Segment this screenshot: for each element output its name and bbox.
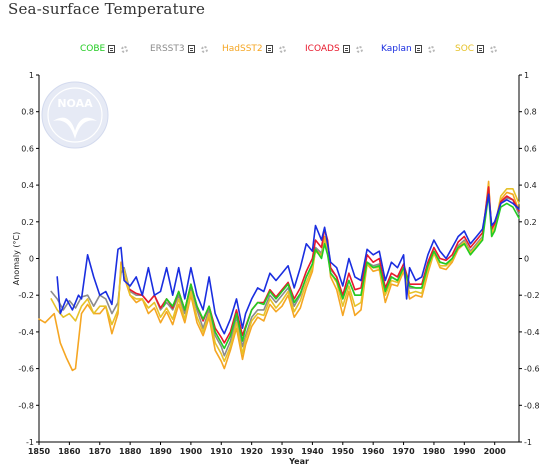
gear-icon[interactable] [427, 45, 435, 53]
y-axis-title: Anomaly (°C) [12, 232, 21, 285]
y-tick-label: 1 [29, 71, 34, 80]
y-tick-label: -0.2 [18, 291, 34, 300]
gear-icon[interactable] [355, 45, 363, 53]
y-tick-label-right: 0.2 [524, 218, 537, 227]
legend-label: SOC [455, 44, 475, 54]
legend-label: Kaplan [381, 44, 412, 54]
x-tick-label: 2000 [484, 447, 507, 456]
noaa-watermark-text: NOAA [57, 97, 93, 110]
y-tick-label: 0 [29, 255, 34, 264]
x-tick-label: 1920 [241, 447, 264, 456]
y-tick-label: 0.6 [21, 144, 34, 153]
x-tick-label: 1880 [119, 447, 142, 456]
gear-icon[interactable] [278, 45, 286, 53]
legend-item-soc[interactable]: SOC [455, 44, 498, 54]
y-tick-label-right: 0.6 [524, 144, 537, 153]
y-tick-label: -0.6 [18, 365, 34, 374]
y-tick-label-right: 0.8 [524, 108, 537, 117]
x-tick-label: 1870 [89, 447, 112, 456]
file-icon[interactable] [108, 45, 116, 53]
noaa-bird-icon [53, 117, 97, 139]
y-tick-label-right: -0.4 [524, 328, 540, 337]
x-tick-label: 1850 [28, 447, 51, 456]
gear-icon[interactable] [121, 45, 129, 53]
y-tick-label: -0.4 [18, 328, 34, 337]
chart-legend: COBE ERSST3 HadSST2 ICOADS Kaplan SOC [0, 44, 549, 62]
x-tick-label: 1900 [180, 447, 203, 456]
y-tick-label-right: -0.8 [524, 401, 540, 410]
legend-label: COBE [80, 44, 106, 54]
series-line-hadsst2 [38, 180, 520, 372]
y-tick-label-right: -0.6 [524, 365, 540, 374]
x-tick-label: 1960 [362, 447, 385, 456]
legend-item-cobe[interactable]: COBE [80, 44, 129, 54]
x-tick-label: 1910 [210, 447, 233, 456]
x-axis-title: Year [288, 457, 309, 466]
legend-label: ERSST3 [150, 44, 185, 54]
y-tick-label: -0.8 [18, 401, 34, 410]
series-line-kaplan [56, 193, 520, 335]
noaa-watermark-ring [47, 87, 103, 143]
legend-item-ersst3[interactable]: ERSST3 [150, 44, 208, 54]
file-icon[interactable] [414, 45, 422, 53]
file-icon[interactable] [477, 45, 485, 53]
series-line-soc [50, 184, 520, 363]
legend-label: ICOADS [305, 44, 340, 54]
x-tick-label: 1990 [453, 447, 476, 456]
y-tick-label-right: 0.4 [524, 181, 537, 190]
page-title: Sea-surface Temperature [8, 0, 206, 18]
x-tick-label: 1860 [58, 447, 81, 456]
legend-item-hadsst2[interactable]: HadSST2 [222, 44, 286, 54]
legend-item-icoads[interactable]: ICOADS [305, 44, 363, 54]
y-tick-label-right: 1 [524, 71, 529, 80]
x-tick-label: 1980 [423, 447, 446, 456]
y-tick-label: 0.4 [21, 181, 34, 190]
x-tick-label: 1940 [301, 447, 324, 456]
series-line-ersst3 [50, 188, 520, 357]
series-line-cobe [162, 193, 520, 350]
gear-icon[interactable] [490, 45, 498, 53]
y-tick-label: -1 [26, 438, 34, 447]
x-tick-label: 1890 [149, 447, 172, 456]
file-icon[interactable] [265, 45, 273, 53]
file-icon[interactable] [342, 45, 350, 53]
legend-label: HadSST2 [222, 44, 263, 54]
legend-item-kaplan[interactable]: Kaplan [381, 44, 435, 54]
y-tick-label-right: -0.2 [524, 291, 540, 300]
gear-icon[interactable] [200, 45, 208, 53]
y-tick-label: 0.2 [21, 218, 34, 227]
file-icon[interactable] [187, 45, 195, 53]
x-tick-label: 1930 [271, 447, 294, 456]
x-tick-label: 1970 [392, 447, 415, 456]
y-tick-label-right: 0 [524, 255, 529, 264]
x-tick-label: 1950 [332, 447, 355, 456]
y-tick-label-right: -1 [524, 438, 532, 447]
y-tick-label: 0.8 [21, 108, 34, 117]
noaa-watermark-logo [41, 81, 109, 149]
series-line-icoads [129, 186, 520, 344]
